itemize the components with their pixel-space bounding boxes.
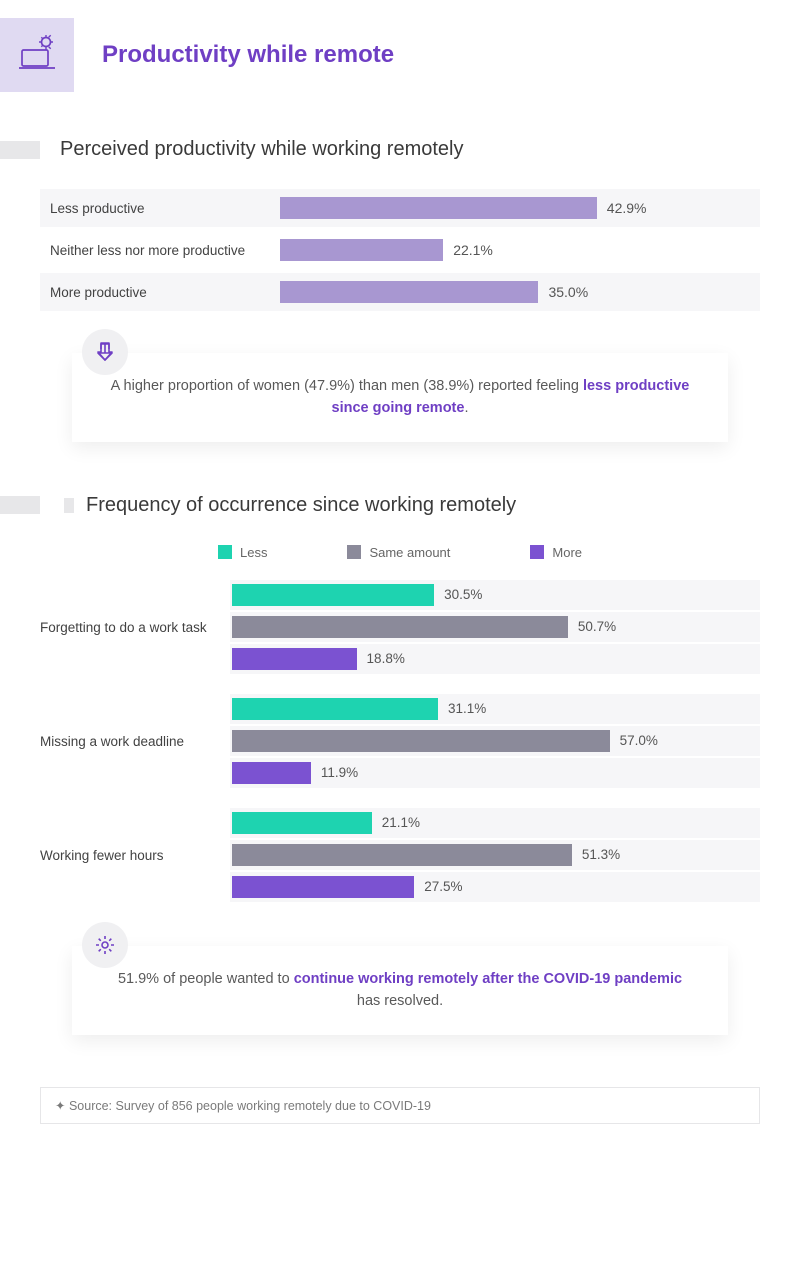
chart2-bars: 21.1% 51.3% 27.5%: [230, 808, 760, 904]
chart1-value: 22.1%: [453, 242, 493, 258]
section1-title-row: Perceived productivity while working rem…: [0, 138, 800, 161]
callout-1-post: .: [464, 400, 468, 416]
chart1-row: Less productive 42.9%: [40, 189, 760, 227]
source-footer: ✦ Source: Survey of 856 people working r…: [40, 1087, 760, 1124]
chart2-row: 30.5%: [230, 580, 760, 610]
legend-item: Same amount: [347, 545, 450, 560]
chart1-row: More productive 35.0%: [40, 273, 760, 311]
decoration-block: [64, 498, 74, 513]
chart2-row: 21.1%: [230, 808, 760, 838]
chart2-label: Missing a work deadline: [40, 694, 230, 790]
chart2-value: 57.0%: [620, 733, 658, 748]
chart1-value: 42.9%: [607, 200, 647, 216]
chart2-value: 27.5%: [424, 879, 462, 894]
chart1-bar-wrap: 42.9%: [280, 197, 760, 219]
callout-2-em: continue working remotely after the COVI…: [294, 971, 682, 987]
callout-1-text: A higher proportion of women (47.9%) tha…: [72, 353, 728, 442]
page-title: Productivity while remote: [102, 41, 394, 69]
chart2-bar: [232, 844, 572, 866]
arrow-down-icon: [82, 329, 128, 375]
chart2-group: Forgetting to do a work task 30.5% 50.7% 18…: [40, 578, 760, 676]
chart2-row: 27.5%: [230, 872, 760, 902]
section1-title: Perceived productivity while working rem…: [60, 138, 464, 161]
chart2-bar: [232, 876, 414, 898]
header: Productivity while remote: [0, 0, 800, 112]
chart2-row: 50.7%: [230, 612, 760, 642]
legend-label: More: [552, 545, 582, 560]
chart1-bar: [280, 281, 538, 303]
chart1-label: More productive: [40, 285, 280, 300]
chart2-value: 11.9%: [321, 765, 358, 780]
legend-label: Less: [240, 545, 267, 560]
chart2-value: 21.1%: [382, 815, 420, 830]
chart2-bar: [232, 648, 357, 670]
chart1-label: Neither less nor more productive: [40, 243, 280, 258]
chart2-value: 30.5%: [444, 587, 482, 602]
grouped-bars: Forgetting to do a work task 30.5% 50.7% 18…: [40, 578, 760, 904]
chart2-label: Working fewer hours: [40, 808, 230, 904]
chart1-value: 35.0%: [548, 284, 588, 300]
legend-swatch: [218, 545, 232, 559]
legend-item: Less: [218, 545, 267, 560]
chart2-bar: [232, 698, 438, 720]
callout-2-post: has resolved.: [357, 993, 443, 1009]
legend-swatch: [347, 545, 361, 559]
chart2-row: 51.3%: [230, 840, 760, 870]
chart2-row: 31.1%: [230, 694, 760, 724]
callout-1: A higher proportion of women (47.9%) tha…: [72, 353, 728, 442]
chart2-bars: 31.1% 57.0% 11.9%: [230, 694, 760, 790]
chart1-bar-wrap: 35.0%: [280, 281, 760, 303]
chart2-bar: [232, 730, 610, 752]
chart1-bar: [280, 239, 443, 261]
callout-2-text: 51.9% of people wanted to continue worki…: [72, 946, 728, 1035]
chart2-bar: [232, 584, 434, 606]
chart2-value: 18.8%: [367, 651, 405, 666]
chart2-value: 31.1%: [448, 701, 486, 716]
chart2-group: Missing a work deadline 31.1% 57.0% 11.9%: [40, 692, 760, 790]
chart2-row: 11.9%: [230, 758, 760, 788]
chart2-row: 57.0%: [230, 726, 760, 756]
chart1-label: Less productive: [40, 201, 280, 216]
frequency-grouped-chart: Less Same amount More Forgetting to do a w…: [0, 545, 800, 904]
chart2-value: 50.7%: [578, 619, 616, 634]
callout-1-pre: A higher proportion of women (47.9%) tha…: [111, 378, 583, 394]
chart1-row: Neither less nor more productive 22.1%: [40, 231, 760, 269]
legend: Less Same amount More: [40, 545, 760, 560]
decoration-block: [0, 141, 40, 159]
legend-label: Same amount: [369, 545, 450, 560]
legend-item: More: [530, 545, 582, 560]
callout-2: 51.9% of people wanted to continue worki…: [72, 946, 728, 1035]
chart2-bar: [232, 762, 311, 784]
decoration-block: [0, 496, 40, 514]
chart1-bar-wrap: 22.1%: [280, 239, 760, 261]
legend-swatch: [530, 545, 544, 559]
chart2-value: 51.3%: [582, 847, 620, 862]
productivity-bar-chart: Less productive 42.9% Neither less nor mor…: [0, 189, 800, 311]
chart1-bar: [280, 197, 597, 219]
chart2-bar: [232, 616, 568, 638]
chart2-bars: 30.5% 50.7% 18.8%: [230, 580, 760, 676]
section2-title-row: Frequency of occurrence since working re…: [0, 494, 800, 517]
laptop-gear-icon: [0, 18, 74, 92]
chart2-group: Working fewer hours 21.1% 51.3% 27.5%: [40, 806, 760, 904]
callout-2-pre: 51.9% of people wanted to: [118, 971, 294, 987]
chart2-row: 18.8%: [230, 644, 760, 674]
section2-title: Frequency of occurrence since working re…: [86, 494, 516, 517]
gear-icon: [82, 922, 128, 968]
chart2-label: Forgetting to do a work task: [40, 580, 230, 676]
chart2-bar: [232, 812, 372, 834]
